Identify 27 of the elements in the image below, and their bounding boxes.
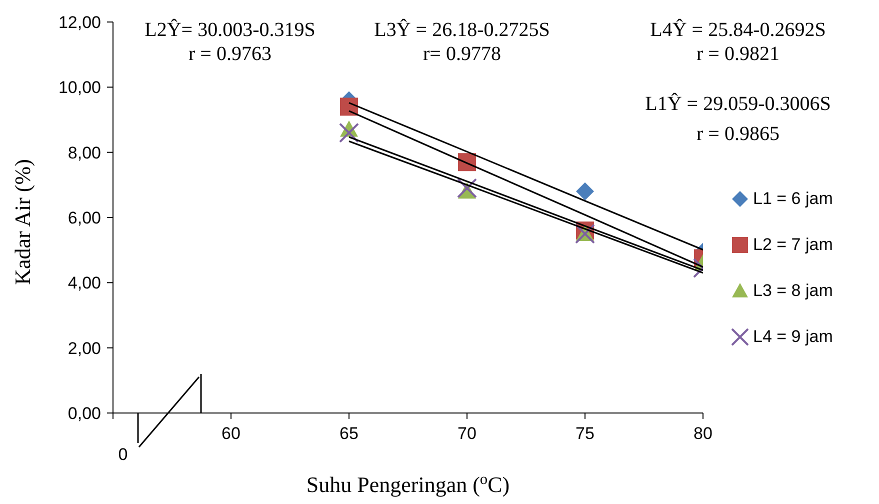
annotation: L4Ŷ = 25.84-0.2692S: [650, 18, 826, 41]
y-tick-label: 10,00: [58, 78, 101, 98]
annotation: r= 0.9778: [423, 43, 501, 65]
legend-label: L2 = 7 jam: [753, 234, 833, 254]
y-tick-label: 0,00: [68, 404, 101, 423]
y-tick-label: 2,00: [68, 338, 101, 358]
y-tick-label: 12,00: [58, 13, 101, 32]
x-tick-label: 60: [222, 424, 240, 443]
y-tick-label: 4,00: [68, 274, 101, 293]
y-axis-title: Kadar Air (%): [10, 159, 35, 285]
annotation: L1Ŷ = 29.059-0.3006S: [645, 92, 831, 115]
annotation: r = 0.9821: [696, 43, 780, 65]
y-tick-label: 6,00: [68, 208, 101, 228]
x-axis-title: Suhu Pengeringan ($^{o}$C): [306, 470, 510, 497]
annotation: L3Ŷ = 26.18-0.2725S: [374, 18, 550, 41]
legend-label: L1 = 6 jam: [753, 188, 833, 208]
y-tick-label: 8,00: [68, 143, 101, 162]
annotation: r = 0.9763: [188, 43, 272, 65]
annotation: r = 0.9865: [696, 123, 780, 145]
legend-label: L4 = 9 jam: [753, 326, 833, 346]
x-tick-label: 75: [576, 424, 594, 443]
x-tick-label: 80: [694, 424, 712, 443]
text: 0: [118, 445, 128, 464]
x-tick-label: 65: [340, 424, 358, 443]
x-tick-label: 70: [458, 424, 476, 443]
annotation: L2Ŷ= 30.003-0.319S: [144, 18, 316, 41]
legend-label: L3 = 8 jam: [753, 280, 833, 300]
